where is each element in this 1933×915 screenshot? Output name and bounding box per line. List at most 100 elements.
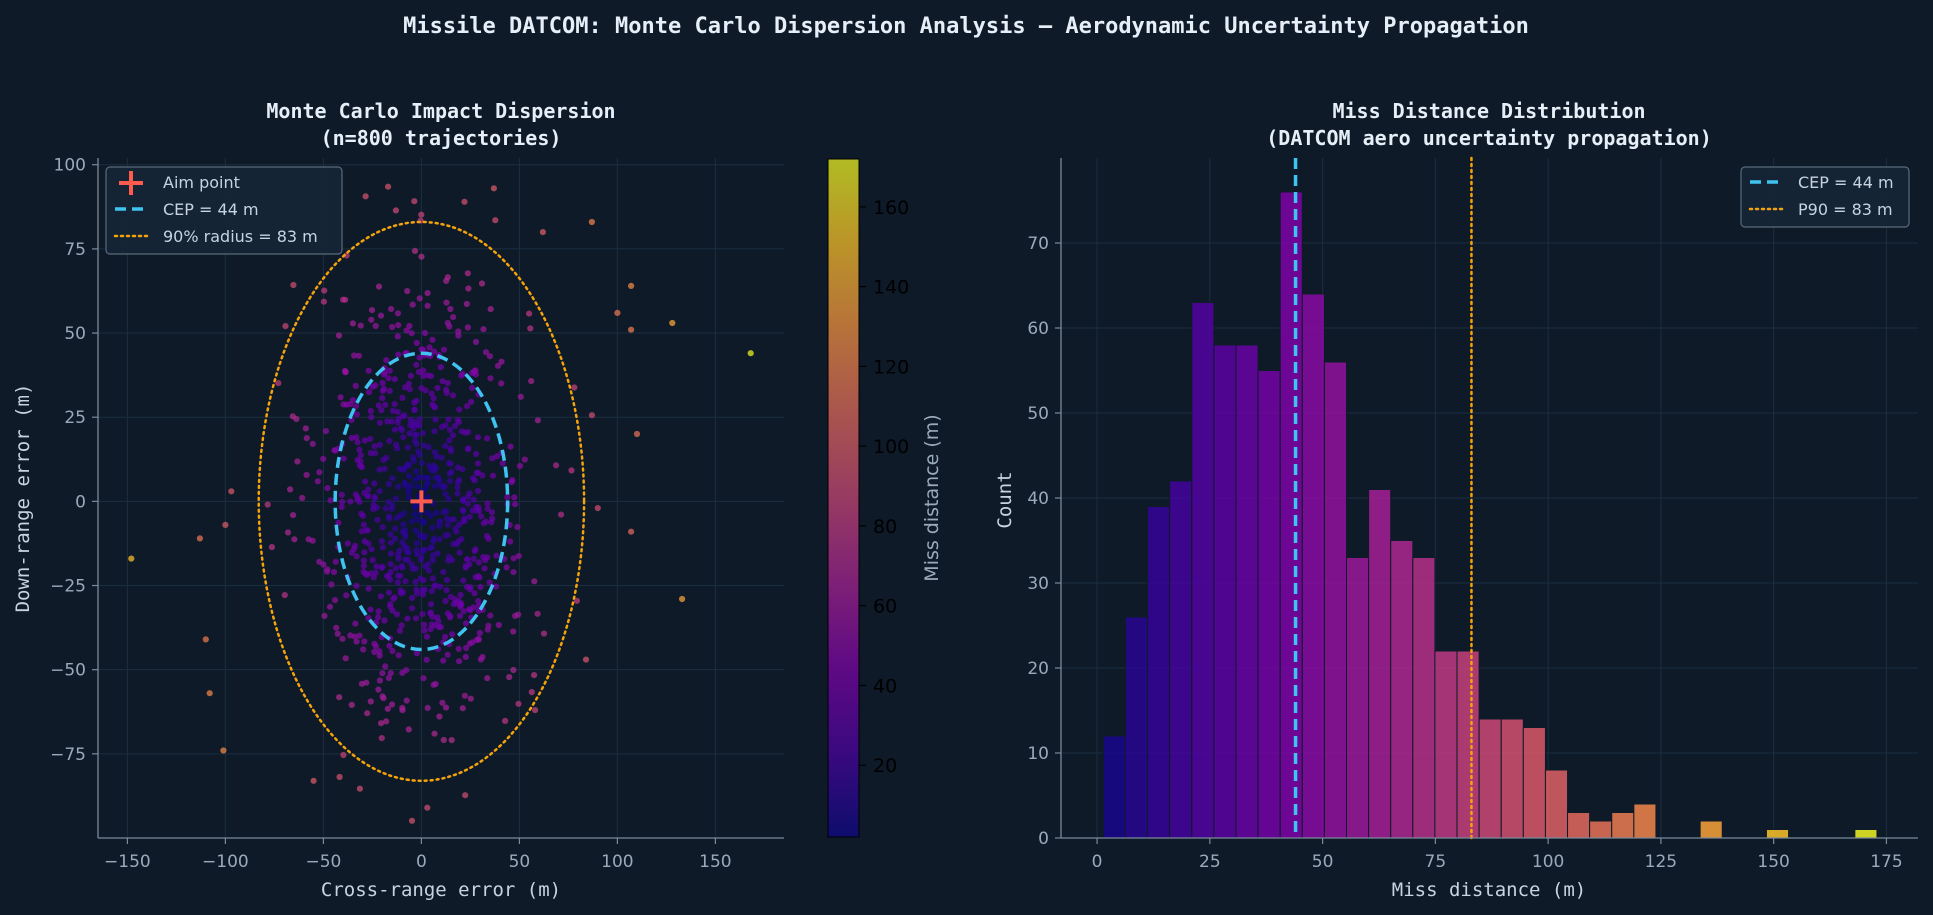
impact-point — [387, 561, 394, 568]
impact-point — [382, 663, 389, 670]
impact-point — [367, 606, 374, 613]
impact-point — [485, 535, 492, 542]
impact-point — [424, 474, 432, 481]
impact-point — [434, 384, 441, 392]
colorbar-tick-label: 40 — [873, 675, 897, 697]
histogram-x-tick-label: 50 — [1312, 852, 1334, 872]
impact-point — [343, 592, 350, 599]
impact-point — [456, 658, 463, 665]
impact-point — [303, 471, 310, 479]
impact-point — [464, 324, 471, 331]
impact-point — [466, 490, 473, 497]
impact-point — [395, 322, 402, 329]
histogram-bar — [1633, 803, 1657, 838]
impact-point — [399, 528, 406, 535]
impact-point — [368, 414, 375, 421]
impact-point — [349, 320, 356, 327]
cep-ellipse — [333, 351, 510, 652]
legend-p90-label: 90% radius = 83 m — [163, 227, 318, 246]
impact-point — [365, 389, 373, 396]
impact-point — [391, 535, 399, 542]
impact-point — [376, 677, 383, 684]
impact-point — [472, 338, 480, 346]
impact-point — [367, 698, 374, 705]
histogram-x-tick-label: 0 — [1092, 852, 1103, 872]
impact-point — [413, 397, 420, 404]
impact-point — [420, 548, 427, 555]
scatter-x-tick-label: 150 — [699, 852, 731, 872]
impact-point — [406, 386, 413, 393]
impact-point — [465, 429, 472, 436]
impact-point — [380, 456, 387, 463]
impact-point — [459, 466, 466, 473]
impact-point — [413, 615, 420, 622]
impact-point — [481, 565, 488, 572]
impact-point — [443, 386, 450, 393]
scatter-y-ticks: −75 −50 −25 0 25 50 75 100 — [50, 156, 98, 765]
impact-point — [348, 549, 355, 556]
impact-point — [399, 394, 406, 401]
impact-point — [360, 557, 367, 564]
scatter-x-tick-label: −100 — [202, 852, 249, 872]
impact-point — [467, 695, 474, 702]
impact-point — [493, 453, 501, 460]
impact-point — [403, 697, 410, 704]
impact-point — [453, 528, 460, 535]
scatter-title-line2: (n=800 trajectories) — [321, 126, 562, 150]
impact-point — [464, 556, 471, 563]
scatter-x-ticks: −150 −100 −50 0 50 100 150 — [104, 838, 732, 872]
impact-point — [393, 441, 400, 448]
impact-point — [411, 406, 418, 413]
impact-point — [408, 330, 415, 337]
impact-point — [400, 434, 407, 441]
impact-point — [470, 604, 477, 611]
histogram-bar — [1301, 293, 1325, 838]
impact-point — [460, 507, 467, 515]
impact-point — [444, 380, 451, 387]
impact-point — [436, 522, 443, 530]
impact-point — [404, 461, 411, 468]
impact-point — [427, 626, 434, 633]
impact-point — [385, 375, 392, 382]
impact-point — [397, 425, 404, 432]
impact-point — [419, 430, 427, 437]
impact-point — [347, 498, 354, 505]
impact-point — [414, 516, 421, 523]
impact-point — [358, 510, 365, 517]
impact-point — [432, 416, 439, 423]
impact-point — [443, 508, 450, 515]
histogram-bar — [1434, 650, 1458, 838]
impact-point — [372, 322, 379, 330]
impact-point — [356, 446, 363, 453]
impact-point — [460, 608, 467, 615]
impact-point — [379, 379, 386, 387]
impact-point — [352, 620, 359, 627]
impact-point — [484, 435, 491, 442]
impact-point — [430, 537, 437, 545]
impact-point — [342, 655, 349, 662]
histogram-bar — [1611, 812, 1635, 838]
impact-point — [588, 412, 596, 419]
histogram-bar — [1765, 829, 1790, 838]
scatter-y-tick-label: −75 — [50, 745, 86, 765]
scatter-gridlines — [98, 158, 784, 838]
impact-point — [282, 323, 289, 330]
impact-point — [334, 630, 341, 637]
impact-point — [395, 351, 402, 358]
impact-point — [360, 521, 367, 528]
impact-point — [465, 445, 472, 452]
impact-point — [361, 638, 368, 645]
impact-point — [396, 627, 403, 634]
impact-point — [402, 578, 409, 585]
impact-point — [484, 554, 491, 561]
impact-point — [386, 387, 393, 395]
histogram-y-tick-label: 70 — [1027, 234, 1049, 254]
impact-point — [438, 454, 445, 461]
impact-point — [377, 720, 385, 727]
impact-point — [401, 412, 408, 419]
impact-point — [440, 736, 447, 744]
impact-point — [509, 477, 516, 484]
impact-point — [386, 642, 393, 650]
impact-point — [413, 650, 420, 657]
impact-point — [457, 603, 464, 611]
